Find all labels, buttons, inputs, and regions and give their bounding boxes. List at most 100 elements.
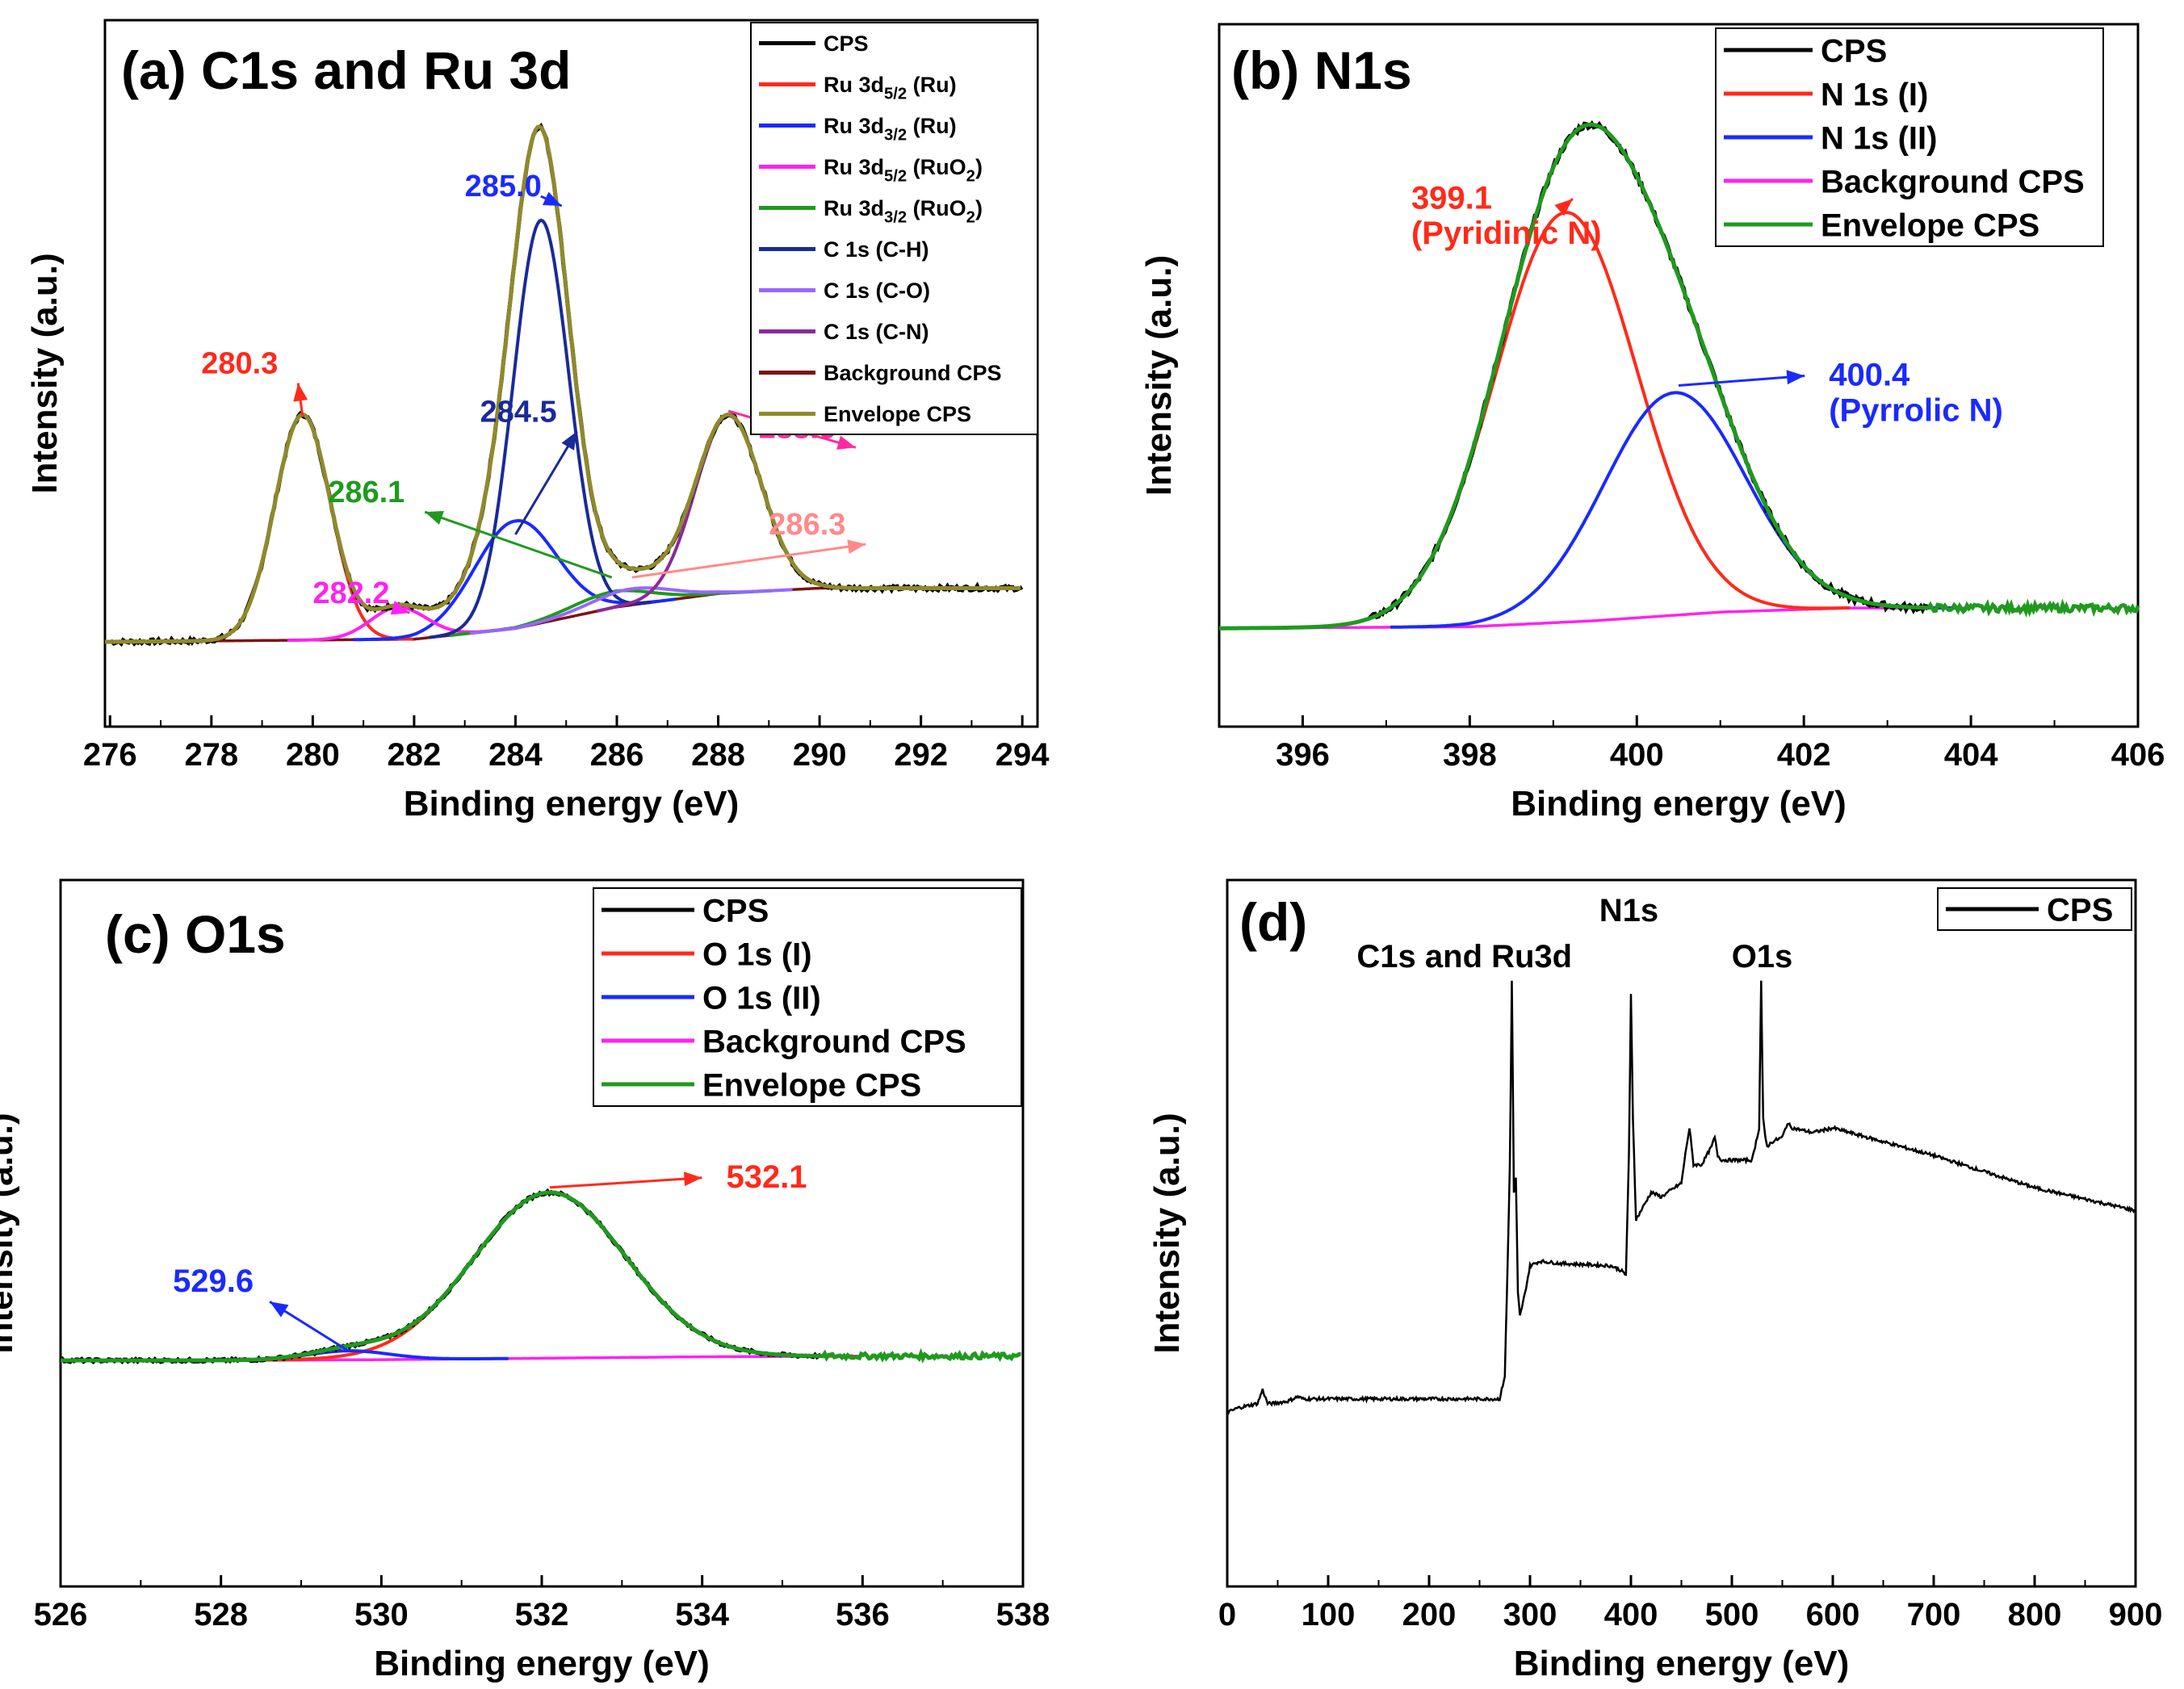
curves — [59, 1188, 1021, 1365]
annotation-label-2: N1s — [1599, 893, 1658, 928]
y-axis-title: Intensity (a.u.) — [1139, 255, 1179, 496]
annotation-label-2: (Pyridinic N) — [1411, 216, 1602, 251]
y-axis-title: Intensity (a.u.) — [0, 1113, 20, 1353]
legend: CPS O 1s (I) O 1s (II) Background CPS Envelo… — [593, 887, 1022, 1107]
legend-label: O 1s (II) — [702, 980, 821, 1016]
annotation-label-2: 284.5 — [480, 395, 557, 429]
x-tick-label: 292 — [894, 737, 948, 773]
y-axis-title: Intensity (a.u.) — [1147, 1113, 1187, 1353]
x-axis-title: Binding energy (eV) — [374, 1644, 710, 1683]
panel-c: 526 528 530 532 534 536 538 Binding energy (eV)… — [0, 878, 1050, 1683]
x-tick-label: 400 — [1610, 737, 1664, 773]
annotation-label-3: O1s — [1732, 939, 1793, 974]
x-axis-ticks: 526 528 530 532 534 536 538 — [34, 1575, 1050, 1632]
series-component-2 — [353, 519, 677, 642]
annotation-arrow-4-line — [424, 510, 613, 579]
y-axis-title: Intensity (a.u.) — [25, 253, 65, 493]
x-tick-label: 532 — [515, 1597, 569, 1632]
x-tick-label: 800 — [2008, 1597, 2062, 1632]
annotation-arrow-4-head — [425, 510, 444, 525]
x-tick-label: 528 — [194, 1597, 248, 1632]
legend-label: N 1s (I) — [1821, 77, 1928, 112]
annotation-arrow-2-line — [514, 430, 578, 535]
annotation-arrow-5-line — [631, 543, 866, 579]
series-cps — [1226, 980, 2136, 1415]
x-tick-label: 400 — [1604, 1597, 1658, 1632]
legend-label: Ru 3d3/2 (RuO2) — [824, 196, 983, 226]
panel-title: (b) N1s — [1231, 40, 1412, 100]
legend-label: O 1s (I) — [702, 937, 812, 972]
x-tick-label: 288 — [691, 737, 745, 773]
annotations: C1s and Ru3d N1s O1s — [1356, 893, 1792, 974]
x-tick-label: 526 — [34, 1597, 88, 1632]
x-axis-title: Binding energy (eV) — [404, 784, 740, 824]
annotations: 399.1(Pyridinic N) 400.4(Pyrrolic N) — [1411, 180, 2003, 428]
curves — [1226, 980, 2136, 1415]
legend-label: CPS — [2047, 892, 2113, 928]
x-tick-label: 286 — [590, 737, 644, 773]
annotation-label-7: 282.2 — [312, 576, 389, 610]
annotation-arrow-6-head — [836, 435, 856, 450]
x-tick-label: 406 — [2111, 737, 2165, 773]
panel-title: (a) C1s and Ru 3d — [121, 40, 571, 100]
x-tick-label: 398 — [1443, 737, 1497, 773]
x-tick-label: 500 — [1705, 1597, 1759, 1632]
legend-label: C 1s (C-O) — [824, 279, 930, 303]
x-tick-label: 0 — [1218, 1597, 1236, 1632]
annotation-label-1: 532.1 — [726, 1159, 807, 1195]
legend-label: Background CPS — [1821, 164, 2085, 199]
series-background — [220, 1354, 862, 1362]
x-tick-label: 396 — [1276, 737, 1330, 773]
x-tick-label: 284 — [488, 737, 543, 773]
legend-label: CPS — [1821, 33, 1887, 69]
panel-b: 396 398 400 402 404 406 Binding energy (eV) Int… — [1139, 23, 2165, 824]
legend-label: Background CPS — [702, 1024, 966, 1059]
x-tick-label: 530 — [354, 1597, 409, 1632]
legend-label: Ru 3d3/2 (Ru) — [824, 114, 957, 144]
legend-label: Ru 3d5/2 (RuO2) — [824, 155, 983, 185]
annotation-arrow-5-head — [847, 539, 866, 555]
annotation-label-1: C1s and Ru3d — [1356, 939, 1572, 974]
panel-title: (c) O1s — [105, 904, 286, 964]
annotation-arrow-3-head — [542, 191, 562, 207]
x-tick-label: 100 — [1302, 1597, 1356, 1632]
legend-label: N 1s (II) — [1821, 120, 1937, 156]
legend-label: Envelope CPS — [1821, 207, 2039, 243]
annotation-arrow-3-head — [1786, 370, 1805, 385]
panel-title: (d) — [1239, 892, 1307, 952]
x-tick-label: 276 — [83, 737, 137, 773]
series-envelope — [1219, 122, 2140, 631]
x-tick-label: 290 — [793, 737, 847, 773]
x-tick-label: 278 — [184, 737, 238, 773]
x-tick-label: 700 — [1907, 1597, 1961, 1632]
series-component-5 — [429, 218, 652, 639]
legend-label: C 1s (C-H) — [824, 237, 929, 262]
x-tick-label: 600 — [1806, 1597, 1860, 1632]
annotation-label-5: 286.3 — [769, 508, 845, 542]
annotation-label-4: (Pyrrolic N) — [1829, 392, 2003, 428]
x-axis-title: Binding energy (eV) — [1511, 784, 1847, 824]
series-envelope — [105, 124, 1021, 644]
legend-label: Ru 3d5/2 (Ru) — [824, 73, 957, 103]
x-tick-label: 294 — [996, 737, 1050, 773]
legend-label: Envelope CPS — [824, 402, 971, 426]
curves — [105, 122, 1024, 648]
x-tick-label: 282 — [388, 737, 442, 773]
legend: CPS Ru 3d5/2 (Ru) Ru 3d3/2 (Ru) Ru 3d5/2 (R… — [750, 22, 1038, 435]
annotation-arrow-2-head — [270, 1301, 289, 1318]
plot-frame — [1218, 23, 2140, 728]
x-tick-label: 280 — [286, 737, 340, 773]
x-axis-ticks: 0 100 200 300 400 500 600 700 800 900 — [1218, 1575, 2163, 1632]
panel-d: 0 100 200 300 400 500 600 700 800 900 Binding ener… — [1147, 878, 2163, 1683]
annotation-arrow-1-head — [293, 383, 308, 402]
x-tick-label: 200 — [1402, 1597, 1457, 1632]
annotations: 532.1 529.6 — [173, 1159, 807, 1353]
x-tick-label: 534 — [675, 1597, 729, 1632]
x-tick-label: 538 — [996, 1597, 1050, 1632]
x-tick-label: 900 — [2109, 1597, 2163, 1632]
annotation-arrow-1-head — [683, 1171, 702, 1187]
annotation-arrow-3-line — [1678, 375, 1805, 388]
annotation-arrow-1-head — [1554, 199, 1573, 216]
